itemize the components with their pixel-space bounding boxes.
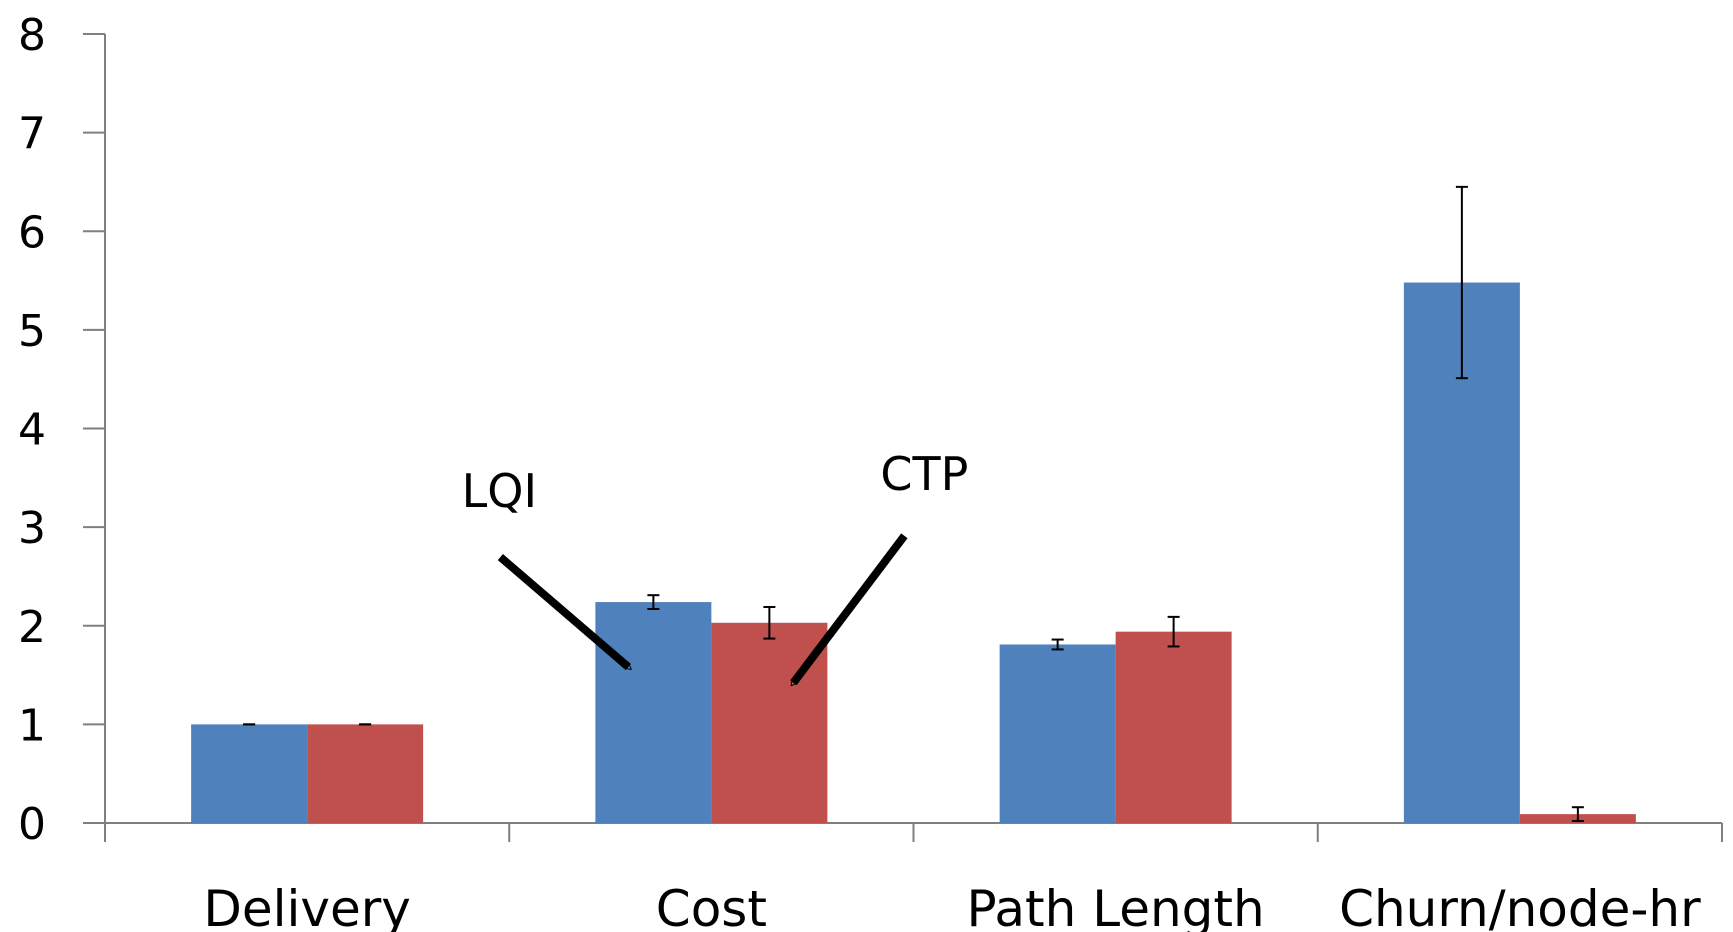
annotations: LQI CTP: [462, 447, 968, 683]
annotation-arrow: [790, 533, 908, 683]
y-tick-label: 0: [18, 799, 46, 850]
error-bars: [243, 185, 1584, 823]
x-tick-label: Churn/node-hr: [1339, 880, 1701, 932]
y-tick-label: 4: [18, 405, 46, 456]
bar: [191, 724, 308, 823]
annotation-label: CTP: [880, 447, 968, 501]
y-tick-label: 1: [18, 700, 46, 751]
y-tick-label: 7: [18, 109, 46, 160]
bar: [307, 724, 424, 823]
annotation-arrow: [497, 554, 628, 667]
y-tick-label: 8: [18, 10, 46, 61]
bar: [1115, 631, 1232, 823]
y-tick-label: 3: [18, 503, 46, 554]
x-tick-label: Cost: [656, 880, 767, 932]
bar: [999, 644, 1116, 823]
bar: [595, 602, 712, 823]
bar: [711, 622, 828, 823]
axis-labels: 0 1 2 3 4 5 6 7 8 Delivery Cost Path Length Churn/no…: [18, 10, 1701, 932]
y-tick-label: 5: [18, 306, 46, 357]
y-tick-label: 2: [18, 602, 46, 653]
x-tick-label: Path Length: [967, 880, 1265, 932]
annotation-label: LQI: [462, 464, 537, 518]
bars: [191, 282, 1636, 823]
x-tick-label: Delivery: [203, 880, 411, 932]
y-tick-label: 6: [18, 207, 46, 258]
